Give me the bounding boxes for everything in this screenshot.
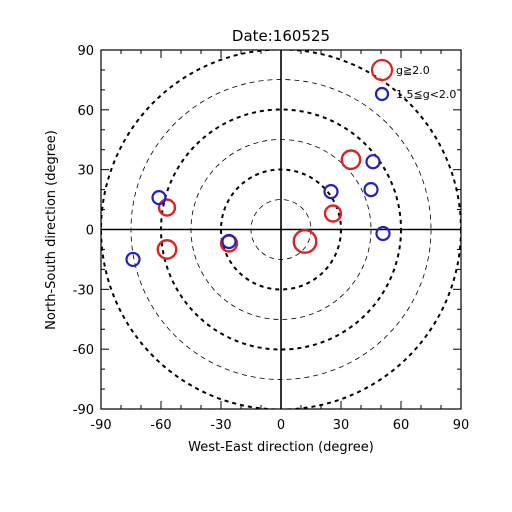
data-point	[365, 154, 381, 170]
y-axis-label: North-South direction (degree)	[44, 130, 59, 330]
ticks: -90 -60 -30 0 30 60 90 -90 -60 -30 0 30 60 90	[73, 44, 470, 433]
y-tick-label: -90	[73, 403, 94, 418]
data-point	[156, 239, 178, 260]
data-point	[323, 204, 343, 223]
legend-marker	[374, 86, 390, 102]
data-point	[375, 225, 391, 242]
x-tick-label: 90	[453, 418, 470, 433]
data-point	[340, 149, 362, 171]
legend: g≧2.0 1.5≦g<2.0	[370, 58, 456, 102]
x-tick-label: -60	[150, 418, 171, 433]
legend-label: 1.5≦g<2.0	[396, 88, 456, 101]
data-point	[157, 198, 177, 217]
x-tick-label: 0	[277, 418, 285, 433]
x-tick-label: 30	[333, 418, 350, 433]
data-point	[323, 184, 339, 200]
legend-label: g≧2.0	[396, 64, 430, 77]
x-tick-label: -30	[210, 418, 231, 433]
data-point	[151, 189, 167, 206]
x-tick-label: -90	[90, 418, 111, 433]
data-points	[125, 149, 391, 268]
data-point	[221, 233, 237, 250]
y-tick-label: 0	[86, 224, 94, 239]
y-tick-label: 30	[77, 164, 94, 179]
data-point	[363, 182, 379, 198]
y-tick-label: -30	[73, 283, 94, 298]
axes	[100, 49, 462, 410]
y-tick-label: -60	[73, 343, 94, 358]
x-tick-label: 60	[393, 418, 410, 433]
x-axis-label: West-East direction (degree)	[188, 440, 374, 455]
data-point	[125, 251, 141, 268]
chart-title: Date:160525	[232, 27, 330, 45]
y-tick-label: 60	[77, 104, 94, 119]
y-tick-label: 90	[77, 44, 94, 59]
legend-marker	[370, 58, 394, 82]
data-point	[292, 229, 318, 254]
